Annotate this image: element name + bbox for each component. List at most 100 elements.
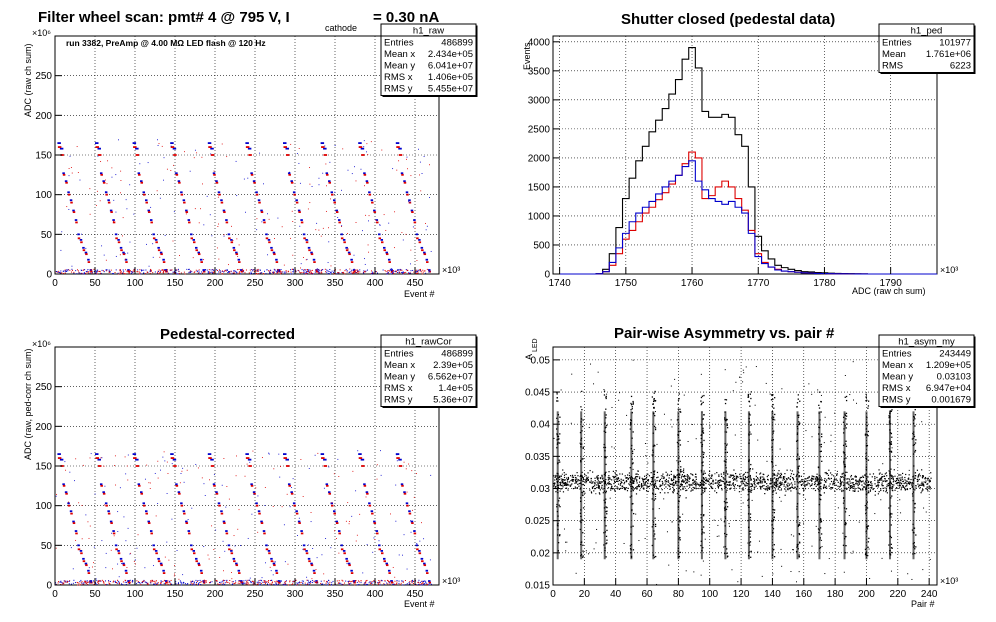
data-point [174,565,175,567]
data-point [592,471,594,473]
data-point [357,270,359,272]
data-point [268,218,270,220]
data-point [902,472,904,475]
data-point [416,270,418,272]
data-point [205,580,207,582]
data-point [421,273,423,275]
data-point [888,544,890,546]
data-point [750,550,752,553]
data-point [915,485,917,487]
data-point [773,548,775,551]
data-point [829,472,832,474]
data-point [401,484,404,487]
data-point [868,483,870,486]
data-point [702,431,704,433]
data-point [298,211,301,214]
data-point [170,269,172,271]
data-point [168,580,170,582]
data-point [703,472,705,474]
data-point [415,271,417,273]
data-point [403,272,405,274]
data-point [57,582,59,584]
data-point [710,485,712,487]
data-point [341,226,342,227]
data-point [135,147,139,150]
data-point [734,479,736,481]
data-point [266,213,268,215]
data-point [346,271,348,273]
data-point [132,453,137,455]
data-point [363,172,366,175]
data-point [392,271,394,273]
data-point [228,548,231,551]
data-point [847,478,849,480]
data-point [233,560,236,563]
data-point [248,579,250,581]
data-point [760,486,762,488]
data-point [572,487,575,490]
data-point [732,484,735,486]
data-point [777,480,779,482]
data-point [193,584,195,586]
data-point [392,566,394,568]
tick-label-x: 200 [207,589,224,600]
data-point [360,580,362,582]
data-point [891,495,893,497]
data-point [76,146,78,148]
data-point [164,580,168,582]
data-point [411,470,413,472]
data-point [87,272,89,274]
data-point [714,490,716,492]
data-point [605,456,607,458]
data-point [785,490,787,492]
data-point [97,582,99,584]
data-point [664,492,666,494]
data-point [213,272,215,274]
data-point [650,472,652,474]
data-point [765,489,767,491]
data-point [638,484,640,486]
data-point [232,581,234,583]
tick-label-y: 0 [544,270,550,281]
data-point [679,521,681,523]
data-point [292,271,294,273]
data-point [310,581,312,583]
data-point [848,489,851,491]
data-point [605,463,607,466]
data-point [68,168,70,169]
data-point [201,272,203,274]
data-point [119,557,123,560]
data-point [136,583,138,585]
data-point [342,148,344,150]
data-point [208,457,212,459]
data-point [363,140,365,142]
data-point [299,582,301,584]
data-point [285,581,287,583]
data-point [627,478,629,481]
data-point [260,582,262,584]
data-point [688,483,690,486]
data-point [139,163,141,165]
data-point [407,273,409,275]
data-point [680,483,682,485]
data-point [125,572,128,574]
tick-label-y: 200 [35,111,52,122]
data-point [623,486,625,489]
data-point [226,579,228,581]
data-point [345,580,347,582]
data-point [313,261,316,263]
data-point [199,569,203,572]
data-point [561,478,564,480]
data-point [741,483,743,485]
data-point [117,549,120,552]
data-point [306,272,308,274]
data-point [74,480,75,482]
data-point [884,473,886,475]
data-point [67,191,70,194]
data-point [385,229,387,231]
data-point [308,583,310,585]
data-point [200,581,202,583]
data-point [264,270,266,272]
data-point [663,476,665,478]
